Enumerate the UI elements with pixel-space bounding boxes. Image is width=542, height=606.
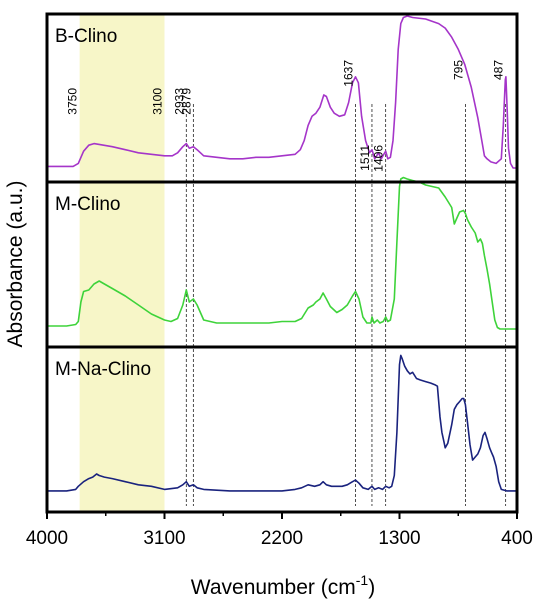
x-tick-label-400: 400 bbox=[501, 528, 533, 549]
series-line-m-clino bbox=[47, 176, 517, 330]
x-axis-title-end: ) bbox=[368, 576, 375, 599]
x-axis-title-main: Wavenumber (cm bbox=[191, 576, 356, 599]
panel-label-m-clino: M-Clino bbox=[55, 194, 120, 215]
annotation-label-2933: 2933 bbox=[172, 88, 186, 115]
panel-label-m-na-clino: M-Na-Clino bbox=[55, 359, 151, 380]
x-axis-title-sup: -1 bbox=[356, 572, 369, 588]
annotation-label-3100: 3100 bbox=[151, 88, 165, 115]
x-tick-label-4000: 4000 bbox=[26, 528, 68, 549]
panel-label-b-clino: B-Clino bbox=[55, 26, 117, 47]
annotation-label-1637: 1637 bbox=[342, 60, 356, 87]
annotation-lines-layer bbox=[185, 104, 507, 506]
highlight-region bbox=[79, 14, 165, 512]
annotation-label-3750: 3750 bbox=[66, 88, 80, 115]
x-ticks-layer: 4000 3100 2200 1300 400 bbox=[26, 512, 533, 549]
series-line-b-clino bbox=[47, 15, 517, 169]
x-axis-title: Wavenumber (cm-1) bbox=[191, 572, 375, 599]
x-tick-label-1300: 1300 bbox=[378, 528, 420, 549]
annotation-label-2879: 2879 bbox=[179, 88, 193, 115]
y-axis-title: Absorbance (a.u.) bbox=[4, 181, 27, 348]
annotation-label-1406: 1406 bbox=[372, 145, 386, 172]
highlight-region-layer bbox=[79, 14, 165, 512]
annotation-label-1511: 1511 bbox=[358, 145, 372, 171]
annotation-label-795: 795 bbox=[451, 60, 465, 80]
x-tick-label-2200: 2200 bbox=[261, 528, 303, 549]
x-tick-label-3100: 3100 bbox=[143, 528, 185, 549]
annotation-label-487: 487 bbox=[492, 60, 506, 80]
panel-labels-layer: B-Clino M-Clino M-Na-Clino bbox=[55, 26, 151, 380]
series-layer bbox=[47, 15, 517, 492]
series-line-m-na-clino bbox=[47, 354, 517, 492]
